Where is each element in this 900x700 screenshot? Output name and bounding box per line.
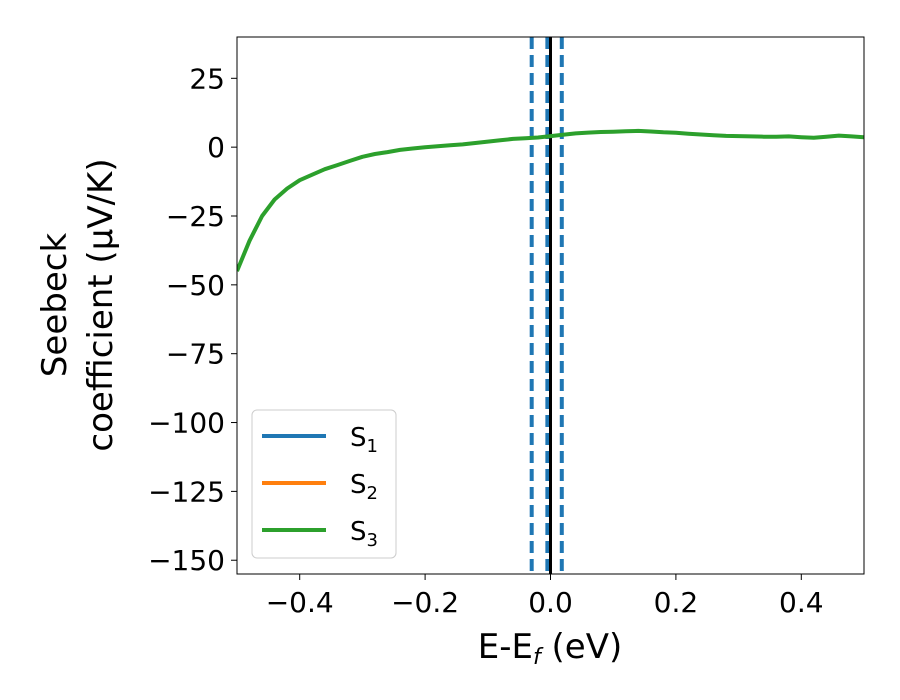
y-tick-label: 25 bbox=[189, 62, 225, 95]
legend: S1 S2 S3 bbox=[251, 409, 397, 559]
x-tick-label: −0.4 bbox=[266, 586, 334, 619]
y-axis-title-line1: Seebeck bbox=[35, 233, 75, 378]
x-axis-title-main: E-E bbox=[478, 627, 533, 667]
x-tick-label: −0.2 bbox=[391, 586, 459, 619]
x-tick-label: 0.0 bbox=[528, 586, 573, 619]
y-tick-label: −150 bbox=[148, 544, 225, 577]
legend-label-s3: S3 bbox=[350, 517, 378, 551]
y-tick-label: 0 bbox=[207, 131, 225, 164]
y-tick-label: −100 bbox=[148, 407, 225, 440]
legend-label-s1: S1 bbox=[350, 423, 378, 457]
x-axis-title-unit: (eV) bbox=[541, 627, 623, 667]
x-tick-label: 0.4 bbox=[779, 586, 824, 619]
x-axis-title: E-Ef (eV) bbox=[478, 627, 623, 670]
x-axis-title-sub: f bbox=[533, 645, 544, 670]
legend-label-s2: S2 bbox=[350, 470, 378, 504]
series-line-s3 bbox=[237, 128, 864, 272]
y-tick-label: −75 bbox=[166, 338, 225, 371]
y-tick-label: −50 bbox=[166, 269, 225, 302]
x-tick-label: 0.2 bbox=[654, 586, 699, 619]
y-axis-title-line2: coefficient (μV/K) bbox=[81, 158, 121, 451]
y-tick-label: −25 bbox=[166, 200, 225, 233]
y-tick-label: −125 bbox=[148, 475, 225, 508]
